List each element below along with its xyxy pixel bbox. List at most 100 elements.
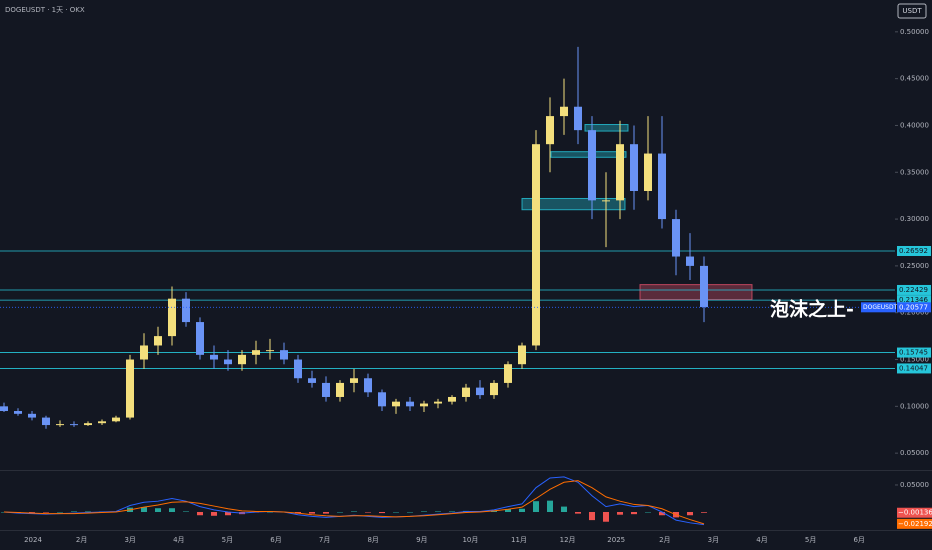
- candle-body: [280, 350, 288, 360]
- candle-body: [518, 345, 526, 365]
- macd-histogram-bar: [379, 512, 385, 514]
- macd-histogram-bar: [449, 511, 455, 512]
- macd-marker-box: [897, 507, 932, 518]
- macd-histogram-bar: [365, 512, 371, 513]
- y-tick-label: 0.45000: [900, 75, 929, 83]
- candle-body: [196, 322, 204, 355]
- x-tick-label: 8月: [367, 536, 378, 544]
- candle-body: [322, 382, 330, 397]
- candle-body: [154, 336, 162, 346]
- x-tick-label: 12月: [560, 536, 576, 544]
- zone: [584, 124, 629, 132]
- macd-histogram-bar: [617, 512, 623, 515]
- currency[interactable]: USDT: [902, 7, 922, 15]
- macd-histogram-bar: [421, 511, 427, 512]
- candle-body: [126, 359, 134, 418]
- macd-histogram-bar: [533, 501, 539, 512]
- candle-body: [252, 350, 260, 355]
- candle-body: [602, 200, 610, 202]
- macd-histogram-bar: [323, 512, 329, 514]
- macd-histogram-bar: [197, 512, 203, 516]
- candle-body: [364, 378, 372, 393]
- y-tick-label: 0.10000: [900, 402, 929, 410]
- candle-body: [420, 403, 428, 407]
- level-label-box: [897, 363, 931, 374]
- candle-body: [700, 265, 708, 308]
- level-label: 0.14047: [899, 364, 928, 372]
- candle-body: [686, 256, 694, 266]
- candle-body: [266, 350, 274, 352]
- candle-body: [392, 401, 400, 407]
- annotation: 泡沫之上-: [770, 298, 854, 321]
- level-label: 0.22429: [899, 286, 928, 294]
- macd-histogram-bar: [141, 507, 147, 512]
- macd-histogram-bar: [701, 512, 707, 513]
- last-price-label: 0.20577: [899, 303, 928, 311]
- candle-body: [462, 387, 470, 397]
- x-tick-label: 6月: [270, 536, 281, 544]
- candle-body: [70, 424, 78, 426]
- x-tick-label: 2024: [24, 536, 42, 544]
- macd-histogram-bar: [155, 508, 161, 512]
- macd-histogram-bar: [57, 512, 63, 513]
- macd-histogram-bar: [43, 512, 49, 513]
- macd-marker-label: −0.00136: [898, 509, 932, 517]
- candle-body: [476, 387, 484, 396]
- macd-histogram-bar: [645, 512, 651, 513]
- level-label: 0.15745: [899, 349, 928, 357]
- level-label-box: [897, 245, 931, 256]
- x-tick-label: 7月: [319, 536, 330, 544]
- candle-body: [336, 382, 344, 397]
- candle-body: [0, 406, 8, 412]
- candle-body: [140, 345, 148, 360]
- candle-body: [658, 153, 666, 220]
- macd-histogram-bar: [211, 512, 217, 516]
- candle-body: [42, 417, 50, 426]
- macd-histogram-bar: [309, 512, 315, 514]
- y-tick-label: 0.20000: [900, 309, 929, 317]
- candle-body: [28, 413, 36, 418]
- macd-histogram-bar: [631, 512, 637, 515]
- macd-histogram-bar: [393, 512, 399, 513]
- level-label-box: [897, 284, 931, 295]
- x-tick-label: 3月: [708, 536, 719, 544]
- macd-histogram-bar: [603, 512, 609, 522]
- y-tick-label: 0.25000: [900, 262, 929, 270]
- last-price-box: [897, 302, 931, 313]
- macd-histogram-bar: [225, 512, 231, 516]
- x-tick-label: 6月: [853, 536, 864, 544]
- macd-histogram-bar: [351, 511, 357, 512]
- candle-body: [546, 116, 554, 145]
- macd-histogram-bar: [267, 512, 273, 513]
- candle-body: [224, 359, 232, 365]
- y-tick-label: 0.50000: [900, 28, 929, 36]
- x-tick-label: 5月: [222, 536, 233, 544]
- macd-line: [3, 476, 705, 526]
- x-tick-label: 5月: [805, 536, 816, 544]
- macd-y-tick-label: 0.05000: [900, 481, 929, 489]
- y-tick-label: 0.15000: [900, 356, 929, 364]
- candle-body: [294, 359, 302, 379]
- y-tick-label: 0.40000: [900, 121, 929, 129]
- macd-histogram-bar: [589, 512, 595, 521]
- candle-body: [112, 417, 120, 422]
- candle-body: [616, 144, 624, 201]
- macd-histogram-bar: [407, 512, 413, 513]
- macd-histogram-bar: [547, 500, 553, 512]
- macd-histogram-bar: [29, 512, 35, 513]
- candle-body: [14, 411, 22, 414]
- macd-histogram-bar: [435, 511, 441, 512]
- last-price-symbol-box: [861, 302, 896, 313]
- currency-box[interactable]: [897, 3, 927, 19]
- candle-body: [406, 401, 414, 407]
- candle-body: [84, 423, 92, 426]
- macd-histogram-bar: [519, 508, 525, 512]
- candle-body: [504, 364, 512, 383]
- candle-body: [378, 392, 386, 407]
- y-tick-label: 0.05000: [900, 449, 929, 457]
- x-tick-label: 9月: [416, 536, 427, 544]
- level-label-box: [897, 347, 931, 358]
- macd-histogram-bar: [505, 509, 511, 512]
